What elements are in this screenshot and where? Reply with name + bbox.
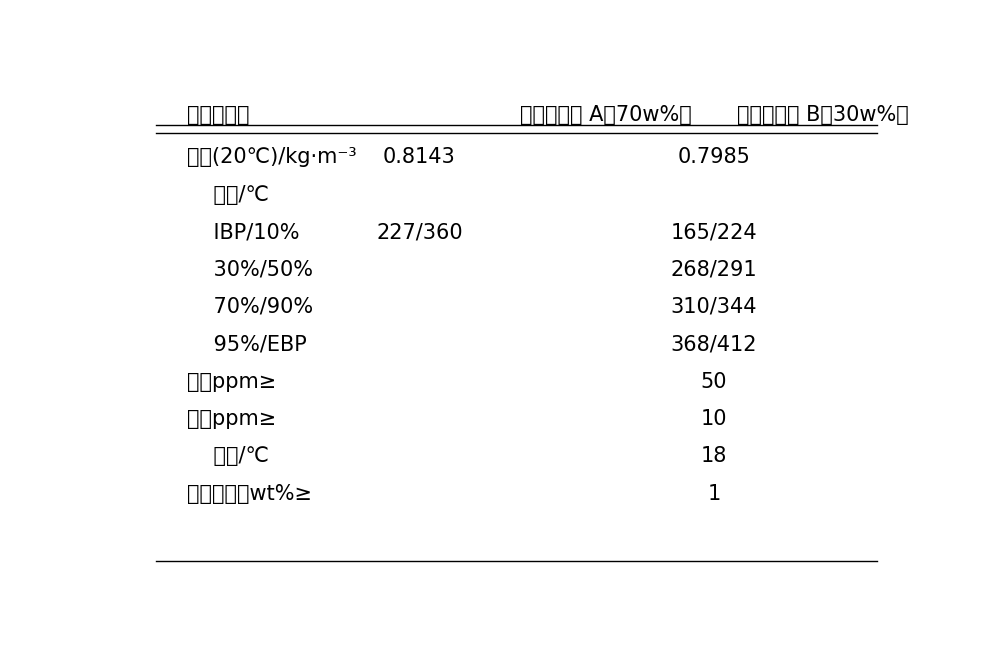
- Text: 10: 10: [701, 409, 727, 429]
- Text: 1: 1: [707, 483, 721, 503]
- Text: 368/412: 368/412: [671, 334, 757, 354]
- Text: 馏程/℃: 馏程/℃: [187, 184, 269, 204]
- Text: 227/360: 227/360: [376, 222, 463, 242]
- Text: 30%/50%: 30%/50%: [187, 259, 313, 280]
- Text: 凝点/℃: 凝点/℃: [187, 446, 269, 466]
- Text: 芳烃含量，wt%≥: 芳烃含量，wt%≥: [187, 483, 312, 503]
- Text: 硫，ppm≥: 硫，ppm≥: [187, 371, 276, 391]
- Text: 95%/EBP: 95%/EBP: [187, 334, 307, 354]
- Text: 0.8143: 0.8143: [383, 148, 456, 168]
- Text: 原料油名称: 原料油名称: [187, 105, 250, 125]
- Text: 费托合成油 B（30w%）: 费托合成油 B（30w%）: [737, 105, 908, 125]
- Text: IBP/10%: IBP/10%: [187, 222, 300, 242]
- Text: 165/224: 165/224: [671, 222, 757, 242]
- Text: 310/344: 310/344: [671, 297, 757, 317]
- Text: 50: 50: [701, 371, 727, 391]
- Text: 70%/90%: 70%/90%: [187, 297, 313, 317]
- Text: 费托合成油 A（70w%）: 费托合成油 A（70w%）: [520, 105, 691, 125]
- Text: 密度(20℃)/kg·m⁻³: 密度(20℃)/kg·m⁻³: [187, 148, 357, 168]
- Text: 0.7985: 0.7985: [678, 148, 750, 168]
- Text: 18: 18: [701, 446, 727, 466]
- Text: 268/291: 268/291: [671, 259, 757, 280]
- Text: 氮，ppm≥: 氮，ppm≥: [187, 409, 276, 429]
